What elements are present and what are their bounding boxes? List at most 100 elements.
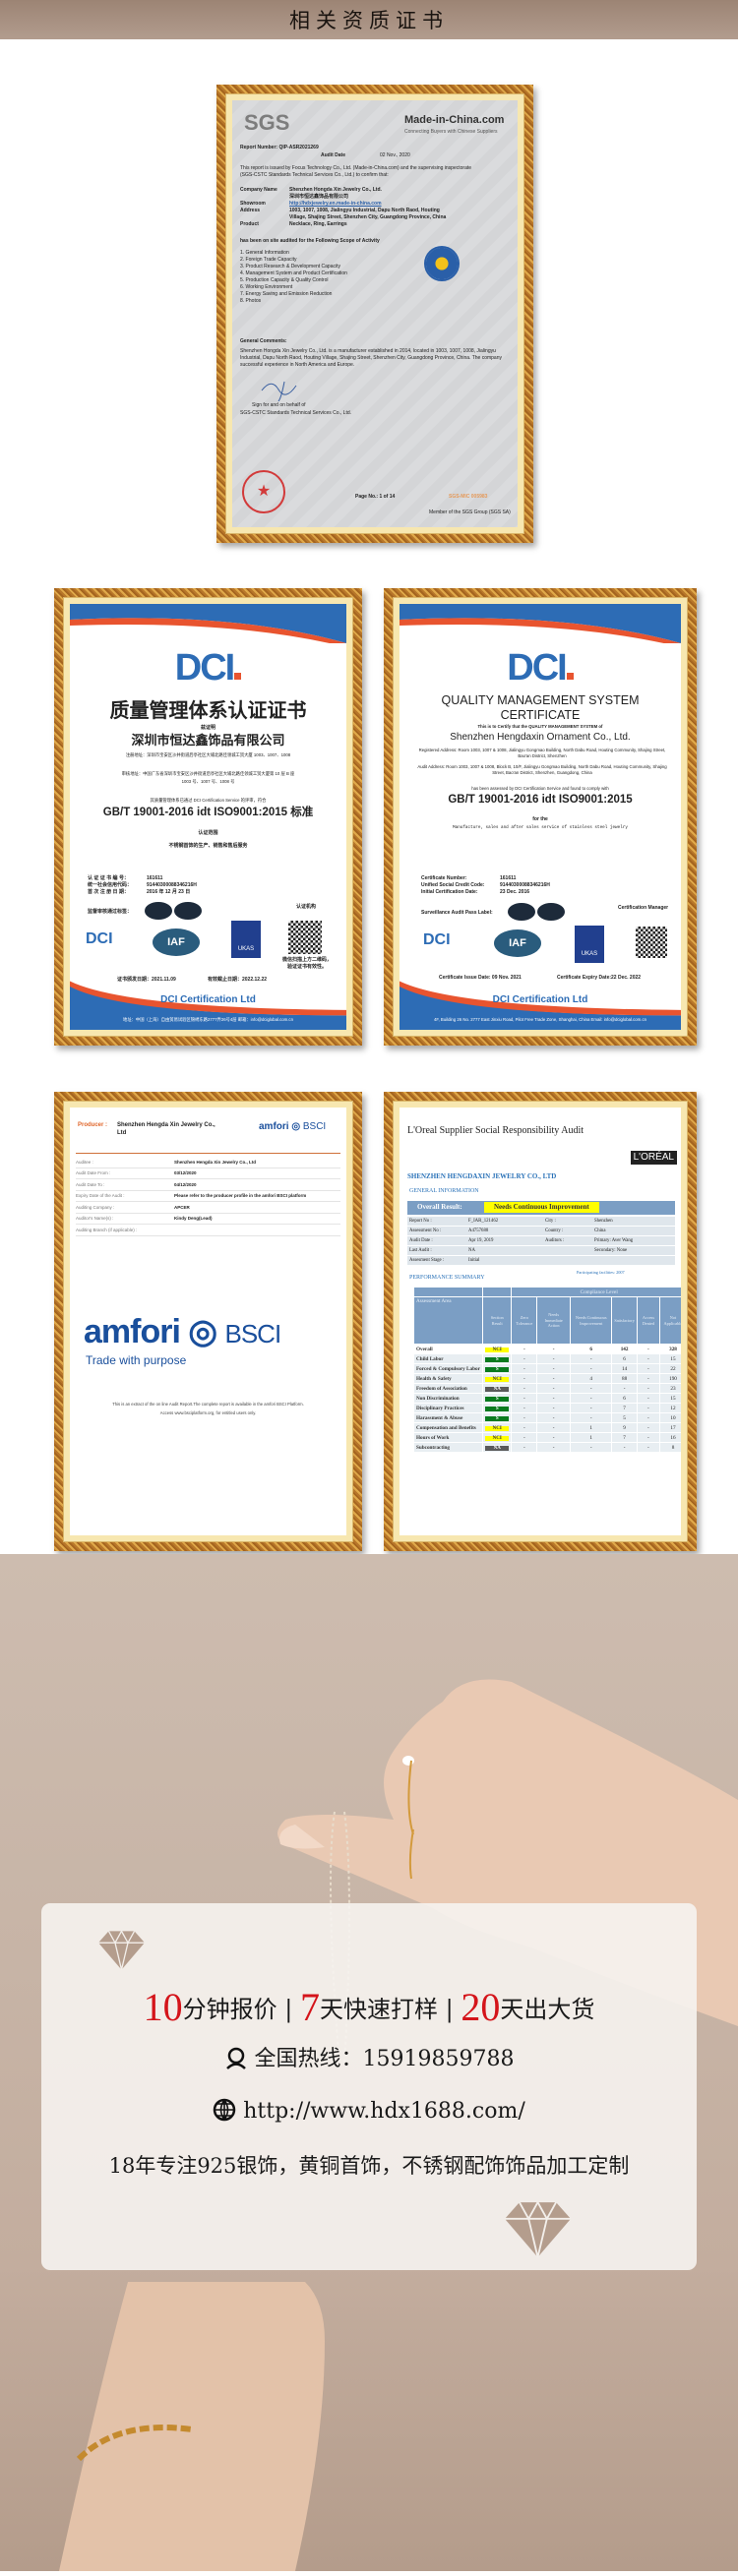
section-title: 相关资质证书 <box>289 9 449 32</box>
hotline: 全国热线：15919859788 <box>41 2046 697 2073</box>
field-label <box>240 194 289 201</box>
header-cell <box>481 1287 513 1297</box>
info-value: Secondary: None <box>594 1247 628 1253</box>
amfori-certificate-frame: Producer : Shenzhen Hengda Xin Jewelry C… <box>54 1092 362 1551</box>
ukas-logo: UKAS <box>231 921 261 958</box>
field-row: Product Necklace, Ring, Earrings <box>240 221 516 228</box>
value-cell: 14 <box>611 1363 638 1374</box>
cert-title: 质量管理体系认证证书 <box>109 700 307 722</box>
scope-label: 认证范围 <box>198 830 218 836</box>
value-cell: - <box>570 1353 613 1364</box>
amfori-logo-text: amfori <box>84 1313 181 1350</box>
result-cell: S <box>481 1363 513 1374</box>
field-row: Address 1003, 1007, 1008, Jialingyu Indus… <box>240 208 516 214</box>
area-cell: Forced & Compulsory Labor <box>413 1363 483 1374</box>
globe-icon <box>213 2098 236 2122</box>
dci-cn-certificate: DCI 质量管理体系认证证书 兹证明 深圳市恒达鑫饰品有限公司 注册地址：深圳市… <box>70 604 346 1030</box>
dci-footer: DCI Certification Ltd <box>492 994 588 1005</box>
value-cell: - <box>511 1363 538 1374</box>
result-cell: NCI <box>481 1373 513 1384</box>
column-header: Not Applicable <box>658 1296 681 1345</box>
value-cell: 1 <box>570 1422 613 1433</box>
result-badge: NCI <box>485 1376 510 1382</box>
result-cell: NA <box>481 1442 513 1453</box>
info-value: Primary: Aver Wang <box>594 1237 634 1243</box>
sgs-intro: This report is issued by Focus Technolog… <box>240 165 472 178</box>
audit-label: Auditee : <box>76 1159 93 1165</box>
detail-value: 23 Dec. 2016 <box>500 889 530 895</box>
detail-label: 首 次 注 册 日 期： <box>88 889 129 895</box>
service-promises: 10分钟报价 | 7天快速打样 | 20天出大货 <box>41 1984 697 2033</box>
value-cell: 16 <box>658 1432 681 1443</box>
audit-value: Please refer to the producer profile in … <box>174 1193 307 1198</box>
value-cell: - <box>511 1442 538 1453</box>
value-cell: - <box>511 1422 538 1433</box>
website-link[interactable]: http://www.hdx1688.com/ <box>243 2099 525 2124</box>
value-cell: - <box>570 1393 613 1404</box>
audit-label: Audit Date To : <box>76 1181 105 1187</box>
value-cell: - <box>536 1442 572 1453</box>
result-badge: S <box>485 1366 510 1372</box>
audit-date: 02 Nov., 2020 <box>380 152 410 158</box>
column-header: Needs Continuous Improvement <box>570 1296 613 1345</box>
dci-pass-label-icon <box>508 903 535 921</box>
table-row: Harassment & Abuse S - - -5-10 <box>413 1412 681 1423</box>
field-row: 深圳市恒达鑫饰品有限公司 <box>240 194 516 201</box>
sgs-member: Member of the SGS Group (SGS SA) <box>429 509 511 515</box>
info-key: Assesment Stage : <box>409 1257 445 1263</box>
value-cell: 88 <box>611 1373 638 1384</box>
producer-label: Producer : <box>78 1122 108 1128</box>
value-cell: - <box>536 1432 572 1443</box>
table-row: Compensation and Benefits NCI - -1 9-17 <box>413 1422 681 1433</box>
extract-text-2: Access www.bsciplatform.org, for entitle… <box>159 1410 257 1415</box>
value-cell: 15 <box>658 1353 681 1364</box>
divider <box>76 1153 340 1154</box>
bracelet-icon <box>76 2425 193 2462</box>
scope-item: 2. Foreign Trade Capacity <box>240 257 297 263</box>
mic-tagline: Connecting Buyers with Chinese Suppliers <box>404 129 498 135</box>
field-label <box>240 214 289 221</box>
loreal-certificate: L'Oreal Supplier Social Responsibility A… <box>400 1108 681 1535</box>
delivery-days: 20 <box>461 1985 501 2029</box>
column-header: Satisfactory <box>611 1296 638 1345</box>
column-header: Section Result <box>481 1296 513 1345</box>
info-value: NA <box>468 1247 475 1253</box>
table-row: Health & Safety NCI - -4 88-190 <box>413 1373 681 1384</box>
audit-address: 审核地址：中国广东省深圳市宝安区沙井街道后亭社区大埔北路佳领城工贸大厦第 10 … <box>121 771 295 776</box>
value-cell: - <box>536 1344 572 1354</box>
comments-title: General Comments: <box>240 338 287 344</box>
value-cell: - <box>636 1403 660 1413</box>
audit-label: Audit Date From : <box>76 1170 111 1175</box>
assessed-text: has been assessed by DCI Certification S… <box>471 786 609 791</box>
audit-details: Auditee : Shenzhen Hengda Xin Jewelry Co.… <box>76 1157 340 1236</box>
separator: | <box>284 1996 293 2023</box>
info-value: Initial <box>468 1257 480 1263</box>
column-header: Needs Immediate Action <box>536 1296 572 1345</box>
registered-address: Registered Address: Room 1003, 1007 & 10… <box>418 748 666 758</box>
area-cell: Overall <box>413 1344 483 1354</box>
value-cell: 6 <box>570 1344 613 1354</box>
amfori-logo: amfori ◎ BSCI <box>84 1313 281 1351</box>
participating-facilities: Participating facilities: 2007 <box>577 1270 625 1275</box>
table-row: Child Labor S - - -6-15 <box>413 1353 681 1364</box>
registered-address: 注册地址：深圳市宝安区沙井街道后亭社区大埔北路佳领城工贸大厦 1003、1007… <box>125 752 291 757</box>
column-header: Zero Tolerance <box>511 1296 538 1345</box>
column-header: Assessment Area <box>413 1296 483 1345</box>
result-badge: NA <box>485 1386 510 1392</box>
result-cell: S <box>481 1393 513 1404</box>
audit-value: Shenzhen Hengda Xin Jewelry Co., Ltd <box>174 1159 257 1165</box>
detail-label: Certificate Number: <box>421 875 467 881</box>
expiry-date: Certificate Expiry Date:22 Dec. 2022 <box>557 975 642 981</box>
result-cell: S <box>481 1412 513 1423</box>
hotline-text[interactable]: 全国热线：15919859788 <box>254 2047 515 2071</box>
dci-small-logo: DCI <box>423 931 451 948</box>
info-value: Shenzhen <box>594 1218 613 1224</box>
audited-supplier-badge-icon <box>424 246 460 281</box>
detail-row: 统一社会信用代码： 91440300088346216H <box>88 882 225 889</box>
dci-pass-label-icon <box>537 903 565 921</box>
compliance-header: Compliance Level <box>511 1287 681 1297</box>
result-cell: S <box>481 1353 513 1364</box>
overall-result-bar: Overall Result: Needs Continuous Improve… <box>407 1201 675 1215</box>
table-row: Non Discrimination S - - -6-15 <box>413 1393 681 1404</box>
field-value: Shenzhen Hongda Xin Jewelry Co., Ltd. <box>289 187 382 193</box>
